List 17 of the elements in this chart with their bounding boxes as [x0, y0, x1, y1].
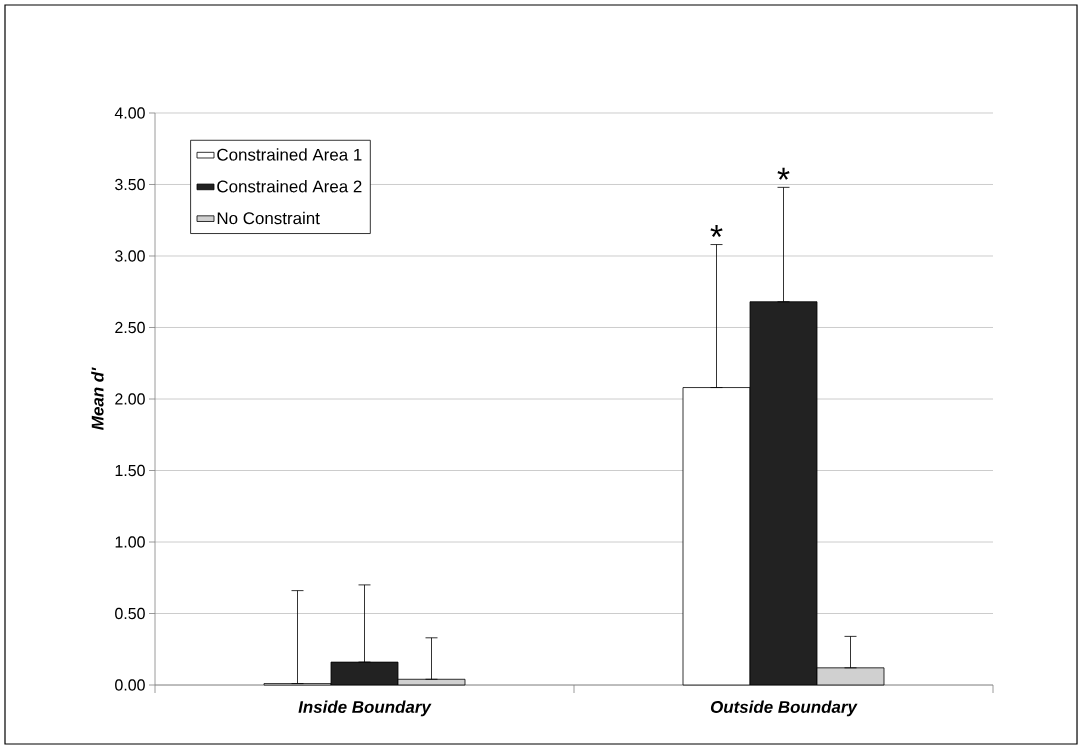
annotation: * — [710, 225, 723, 237]
legend-label: No Constraint — [217, 211, 320, 225]
y-tick-label: 2.50 — [115, 321, 145, 334]
y-tick-label: 0.00 — [115, 679, 145, 691]
y-tick-label: 4.00 — [114, 107, 145, 119]
y-axis-title: Mean d' — [91, 367, 104, 430]
x-tick-label: Inside Boundary — [298, 700, 432, 717]
legend-label: Constrained Area 2 — [217, 180, 362, 193]
annotation: * — [777, 167, 790, 180]
legend-label: Constrained Area 1 — [217, 148, 362, 161]
y-tick-label: 3.00 — [115, 250, 145, 262]
y-tick-label: 0.50 — [115, 607, 145, 620]
y-tick-label: 1.50 — [115, 464, 145, 477]
y-tick-label: 2.00 — [115, 393, 145, 405]
x-tick-label: Outside Boundary — [710, 700, 858, 717]
y-tick-label: 1.00 — [115, 536, 145, 548]
y-tick-label: 3.50 — [115, 178, 145, 191]
